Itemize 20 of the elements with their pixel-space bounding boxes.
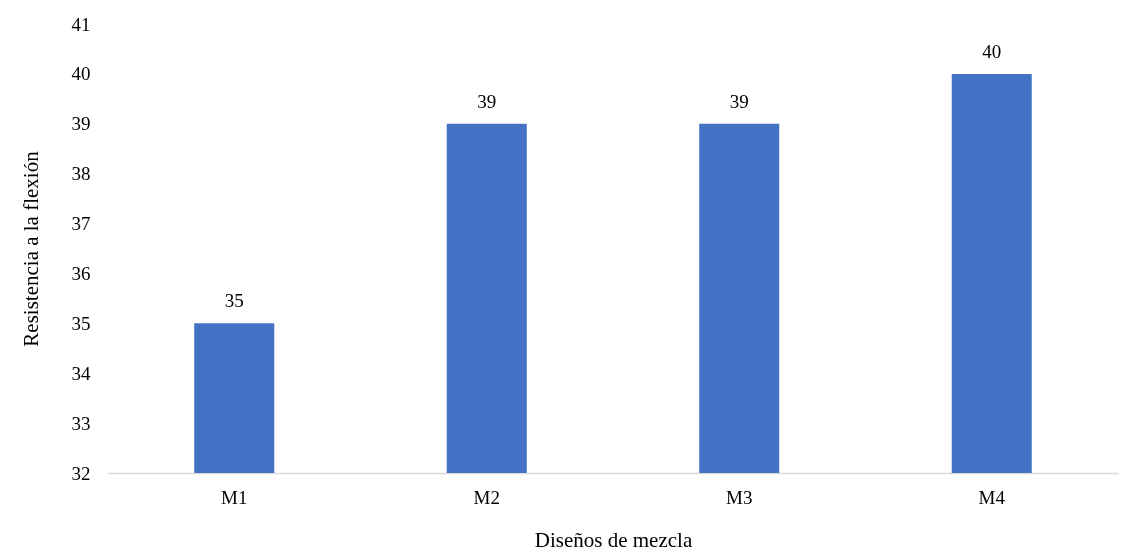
x-tick-label: M2: [473, 486, 500, 508]
y-tick-label: 37: [71, 213, 91, 235]
y-tick-label: 32: [71, 462, 91, 484]
y-tick-label: 40: [71, 63, 91, 85]
y-tick-label: 33: [71, 412, 91, 434]
x-tick-label: M3: [726, 486, 753, 508]
y-axis-title: Resistencia a la flexión: [18, 150, 43, 347]
data-label: 35: [224, 290, 244, 312]
y-tick-label: 41: [71, 13, 91, 35]
y-tick-label: 34: [71, 362, 91, 384]
y-tick-label: 39: [71, 113, 91, 135]
x-tick-label: M4: [978, 486, 1006, 508]
data-label: 39: [477, 90, 497, 112]
x-axis-title: Diseños de mezcla: [534, 527, 693, 552]
y-tick-label: 36: [71, 262, 91, 284]
x-tick-label: M1: [221, 486, 248, 508]
data-label: 40: [982, 40, 1002, 62]
y-tick-label: 38: [71, 163, 91, 185]
y-tick-label: 35: [71, 312, 91, 334]
data-label: 39: [729, 90, 749, 112]
